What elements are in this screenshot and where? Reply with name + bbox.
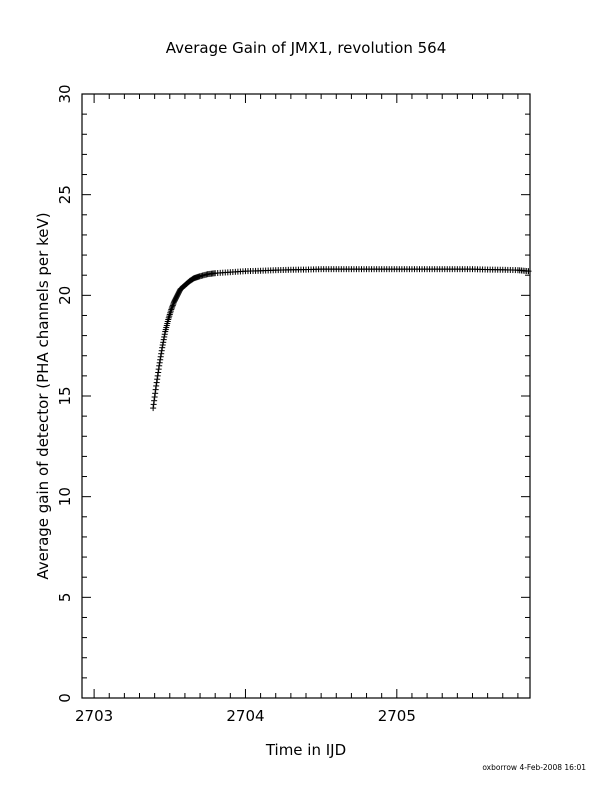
data-point [159, 344, 166, 351]
data-point [154, 376, 161, 383]
y-tick-labels: 0 5 10 15 20 25 30 [56, 84, 74, 702]
data-point [169, 302, 176, 309]
y-tick-label: 0 [56, 693, 74, 703]
data-point [150, 401, 157, 408]
data-point [153, 382, 160, 389]
y-tick-label: 5 [56, 593, 74, 603]
data-point [152, 390, 159, 397]
data-point [154, 372, 161, 379]
y-tick-label: 20 [56, 286, 74, 305]
data-point [150, 405, 157, 412]
data-point [158, 350, 165, 357]
y-tick-label: 15 [56, 386, 74, 405]
data-point [160, 336, 167, 343]
chart-title: Average Gain of JMX1, revolution 564 [166, 39, 447, 57]
data-point [160, 339, 167, 346]
data-point [151, 397, 158, 404]
data-point [157, 356, 164, 363]
plot-frame [81, 93, 531, 699]
data-point [155, 369, 162, 376]
data-points [150, 266, 532, 412]
y-tick-label: 10 [56, 487, 74, 506]
data-point [155, 366, 162, 373]
data-point [525, 268, 532, 275]
axis-ticks [82, 93, 530, 699]
y-tick-label: 25 [56, 185, 74, 204]
x-axis-label: Time in IJD [265, 741, 346, 759]
data-point [152, 386, 159, 393]
data-point [156, 362, 163, 369]
data-point [159, 341, 166, 348]
x-tick-label: 2703 [75, 707, 113, 725]
y-tick-label: 30 [56, 84, 74, 103]
y-axis-label: Average gain of detector (PHA channels p… [34, 212, 52, 579]
data-point [153, 379, 160, 386]
data-point [170, 301, 177, 308]
data-point [168, 306, 175, 313]
data-point [157, 353, 164, 360]
data-point [161, 333, 168, 340]
data-point [151, 394, 158, 401]
data-point [156, 359, 163, 366]
data-point [169, 303, 176, 310]
x-tick-label: 2705 [378, 707, 416, 725]
x-tick-label: 2704 [226, 707, 264, 725]
data-point [168, 305, 175, 312]
data-point [158, 347, 165, 354]
footer-stamp: oxborrow 4-Feb-2008 16:01 [482, 763, 586, 772]
x-tick-labels: 2703 2704 2705 [75, 707, 416, 725]
data-point [161, 331, 168, 338]
